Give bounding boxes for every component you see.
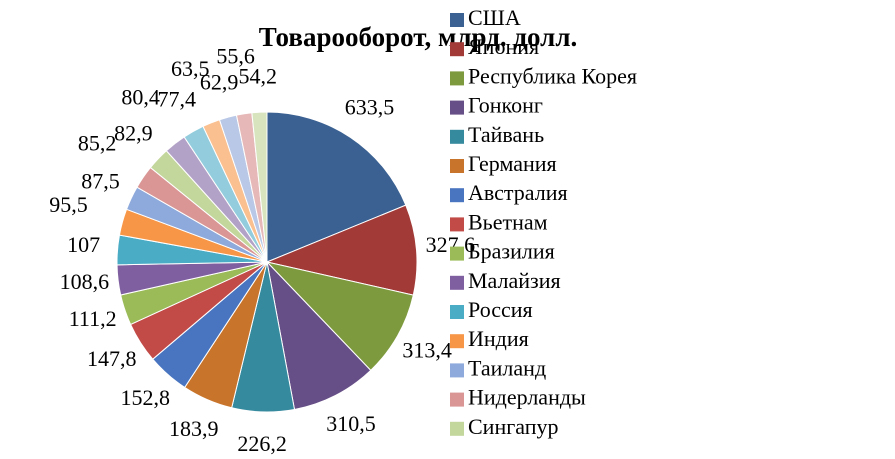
legend-swatch: [450, 421, 464, 436]
pie-slice: [266, 260, 372, 411]
data-label: 108,6: [60, 269, 110, 294]
pie-slice: [251, 111, 268, 263]
legend-label: Малайзия: [468, 268, 561, 293]
data-label: 147,8: [87, 346, 137, 371]
data-label: 111,2: [69, 306, 117, 331]
legend-label: Республика Корея: [468, 63, 637, 88]
data-label: 85,2: [78, 130, 117, 155]
data-label: 152,8: [120, 385, 170, 410]
pie-slice: [265, 204, 418, 296]
legend-label: Австралия: [468, 180, 568, 205]
legend-swatch: [450, 13, 464, 27]
legend-swatch: [450, 129, 464, 144]
legend-swatch: [450, 71, 464, 86]
legend-label: Япония: [468, 34, 539, 59]
legend-swatch: [450, 42, 464, 57]
data-label: 82,9: [114, 121, 153, 146]
pie-slice: [265, 261, 414, 372]
legend-swatch: [450, 159, 464, 173]
legend-swatch: [450, 188, 464, 203]
data-label: 62,9: [200, 69, 239, 94]
chart-title: Товарооборот, млрд. долл.: [259, 22, 577, 52]
legend-label: Вьетнам: [468, 209, 548, 234]
legend-label: Индия: [468, 326, 529, 351]
data-label: 63,5: [171, 56, 210, 81]
data-label: 313,4: [402, 338, 452, 363]
data-label: 54,2: [238, 63, 277, 88]
data-label: 107: [67, 232, 100, 257]
data-label: 80,4: [121, 84, 160, 109]
data-label: 87,5: [81, 169, 120, 194]
data-label: 310,5: [326, 411, 376, 436]
data-label: 226,2: [237, 431, 287, 456]
legend-swatch: [450, 334, 464, 349]
data-label: 95,5: [49, 192, 88, 217]
legend-swatch: [450, 275, 464, 290]
legend-swatch: [450, 305, 464, 319]
legend-swatch: [450, 246, 464, 261]
legend-label: США: [468, 5, 521, 30]
pie-slice: [266, 111, 407, 263]
legend-label: Нидерланды: [468, 385, 586, 410]
legend-swatch: [450, 217, 464, 232]
legend-swatch: [450, 392, 464, 407]
data-label: 633,5: [345, 94, 395, 119]
legend-label: Гонконг: [468, 93, 543, 118]
legend-label: Сингапур: [468, 414, 559, 439]
legend-label: Россия: [468, 297, 533, 322]
legend-label: Таиланд: [468, 355, 546, 380]
legend-swatch: [450, 363, 464, 378]
data-label: 183,9: [169, 416, 219, 441]
legend-label: Тайвань: [468, 122, 544, 147]
legend-label: Бразилия: [468, 239, 555, 264]
data-label: 55,6: [216, 43, 255, 68]
legend-swatch: [450, 100, 464, 115]
data-label: 77,4: [157, 87, 196, 112]
legend-label: Германия: [468, 151, 557, 176]
